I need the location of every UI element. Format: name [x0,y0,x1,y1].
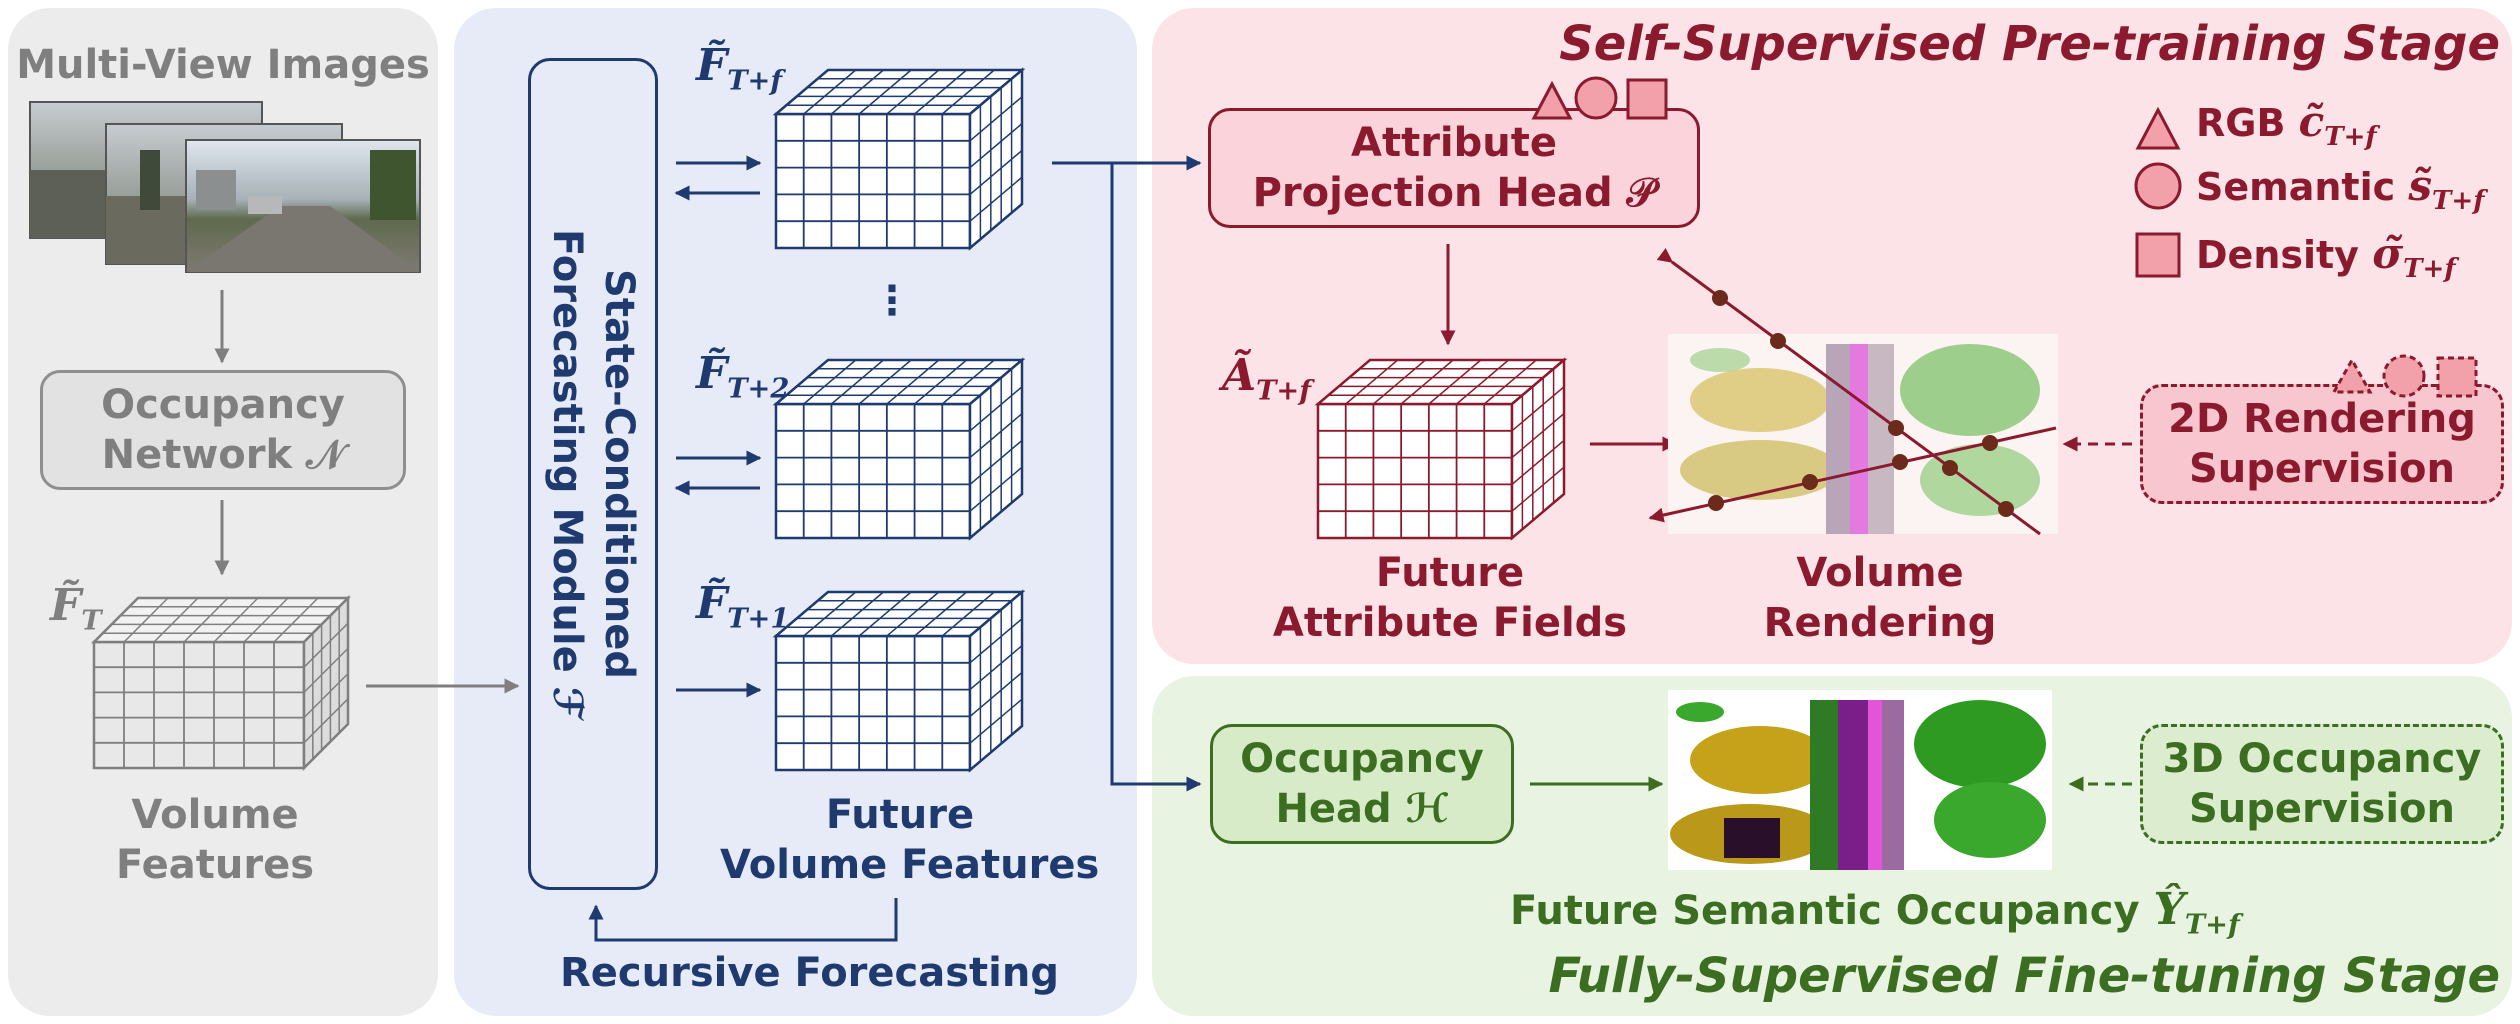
legend-density: Density σ̃T+f [2196,229,2456,285]
occupancy-supervision-label-2: Supervision [2188,786,2456,832]
future-volume-features-label: Future Volume Features [720,792,1100,888]
occupancy-network-box: Occupancy Network 𝒩 [40,370,406,490]
occupancy-supervision-box: 3D Occupancy Supervision [2140,724,2504,844]
attribute-head-label-1: Attribute [1351,120,1557,166]
rendering-supervision-label-1: 2D Rendering [2168,396,2476,442]
forecasting-module-label-1: State-Conditioned [596,269,643,679]
pretraining-stage-title: Self-Supervised Pre-training Stage [1559,16,2500,72]
occupancy-supervision-label-1: 3D Occupancy [2162,736,2482,782]
ellipsis-dots: ⋮ [872,278,912,324]
occupancy-network-label-2: Network 𝒩 [101,432,345,478]
attribute-head-label-2: Projection Head 𝒫 [1252,170,1656,216]
future-feature-label-tf: F̃T+f [696,40,783,97]
rendering-supervision-label-2: Supervision [2188,446,2456,492]
future-attribute-fields-label: Future Attribute Fields [1272,550,1628,646]
occupancy-head-label-2: Head ℋ [1275,786,1449,832]
forecasting-module-box: State-Conditioned Forecasting Module ℱ [528,58,658,890]
future-feature-label-t1: F̃T+1 [696,578,790,635]
attribute-projection-head-box: Attribute Projection Head 𝒫 [1208,108,1700,228]
volume-rendering-label: Volume Rendering [1763,550,1997,646]
finetuning-stage-title: Fully-Supervised Fine-tuning Stage [1548,948,2500,1004]
forecasting-module-label-2: Forecasting Module ℱ [544,229,591,719]
occupancy-head-box: Occupancy Head ℋ [1210,724,1514,844]
rendering-supervision-box: 2D Rendering Supervision [2140,384,2504,504]
legend-semantic: Semantic s̃T+f [2196,161,2485,217]
future-semantic-occupancy-label: Future Semantic Occupancy ŶT+f [1510,884,2240,941]
current-feature-label: F̃T [50,580,102,637]
future-feature-label-t2: F̃T+2 [696,348,790,405]
attribute-field-label: ÃT+f [1222,350,1312,407]
legend-rgb: RGB c̃T+f [2196,97,2377,153]
recursive-forecasting-label: Recursive Forecasting [560,950,1059,996]
occupancy-network-label-1: Occupancy [101,382,345,428]
volume-features-label: Volume Features [115,792,315,888]
occupancy-head-label-1: Occupancy [1240,736,1484,782]
multi-view-images-label: Multi-View Images [16,42,430,88]
